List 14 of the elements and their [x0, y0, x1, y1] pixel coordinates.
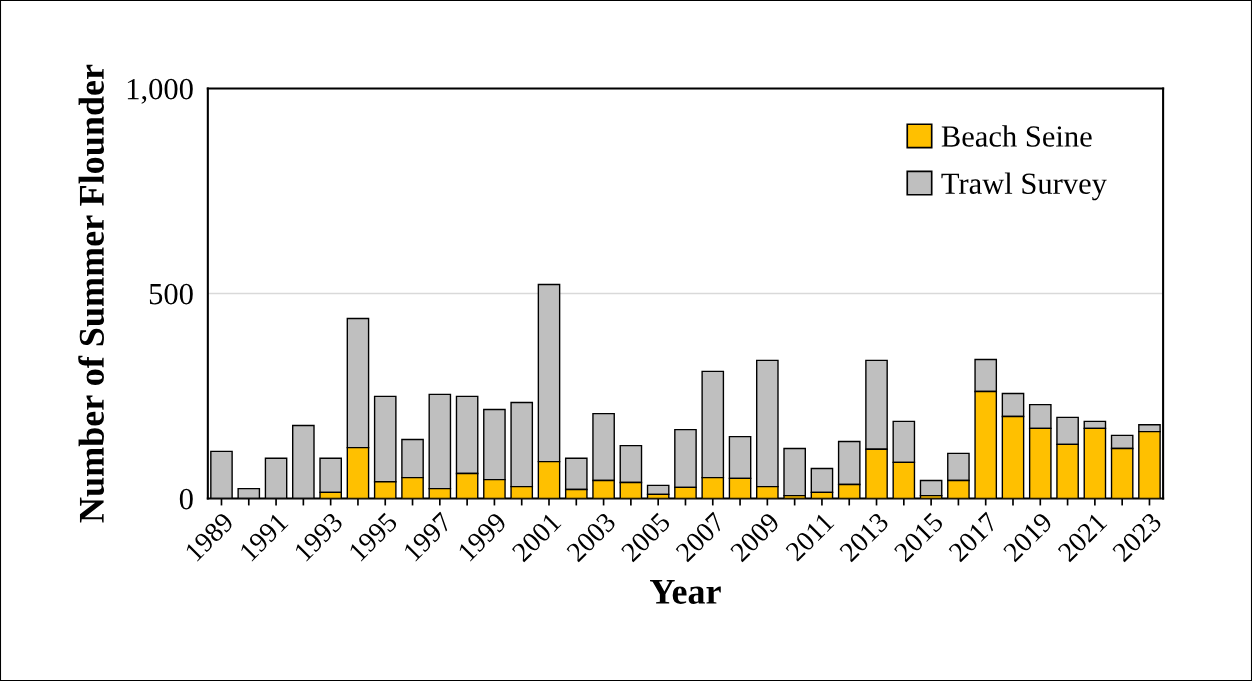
bar: [810, 467, 834, 494]
bar: [319, 457, 342, 494]
y-tick-label: 0: [179, 488, 193, 510]
x-tick-label: 2021: [1057, 512, 1108, 563]
y-tick-label: 500: [149, 283, 193, 305]
y-axis-title: Number of Summer Flounder: [78, 64, 105, 523]
x-tick-label: 2011: [784, 512, 835, 562]
x-tick-label: 2001: [511, 512, 562, 563]
bar: [783, 447, 806, 497]
y-tick-label: 1,000: [127, 78, 193, 104]
legend-label: Trawl Survey: [941, 172, 1107, 201]
x-axis-title: Year: [650, 579, 721, 604]
x-tick-label: 1991: [239, 512, 289, 562]
legend-label: Beach Seine: [941, 125, 1092, 147]
